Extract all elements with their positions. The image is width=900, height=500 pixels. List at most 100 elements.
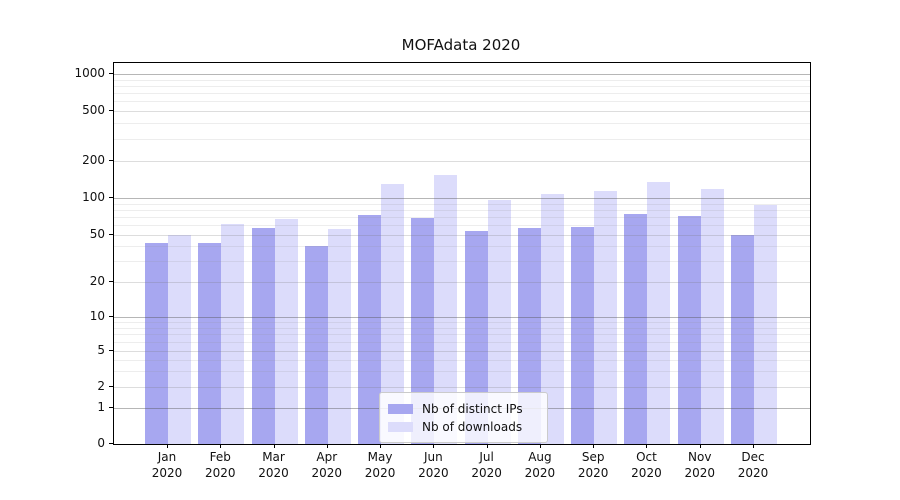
- bar-nb-of-downloads-jul: [487, 200, 511, 444]
- bar-nb-of-distinct-ips-jan: [145, 242, 168, 444]
- x-tick-label-feb: Feb 2020: [193, 449, 247, 481]
- legend-row: Nb of distinct IPs: [388, 400, 539, 417]
- gridline-1000: [114, 74, 810, 75]
- x-tick-year: 2020: [684, 466, 715, 480]
- x-tick-month: Sep: [581, 450, 605, 464]
- x-tick-year: 2020: [631, 466, 662, 480]
- gridline-minor: [114, 217, 810, 219]
- bar-nb-of-distinct-ips-dec: [731, 235, 754, 444]
- gridline-minor: [114, 261, 810, 263]
- x-tick-label-apr: Apr 2020: [300, 449, 354, 481]
- x-tick-label-nov: Nov 2020: [673, 449, 727, 481]
- x-tick-mark: [220, 444, 222, 448]
- bar-nb-of-distinct-ips-oct: [624, 214, 648, 444]
- gridline-200: [114, 161, 810, 162]
- y-tick-mark: [109, 316, 113, 317]
- y-tick-mark: [109, 386, 113, 387]
- x-tick-year: 2020: [258, 466, 289, 480]
- y-tick-label-1000: 1000: [74, 66, 105, 80]
- y-tick-label-2: 2: [97, 379, 105, 393]
- y-tick-label-50: 50: [89, 227, 105, 241]
- legend: Nb of distinct IPs Nb of downloads: [379, 392, 548, 443]
- x-tick-mark: [380, 444, 382, 448]
- x-tick-month: Aug: [528, 450, 552, 464]
- bar-nb-of-downloads-may: [381, 184, 405, 444]
- x-tick-month: Apr: [316, 450, 338, 464]
- x-tick-year: 2020: [311, 466, 343, 480]
- x-tick-mark: [486, 444, 488, 448]
- legend-label: Nb of distinct IPs: [422, 401, 523, 416]
- x-tick-label-may: May 2020: [353, 449, 407, 481]
- plot-area: [113, 62, 811, 445]
- gridline-minor: [114, 327, 810, 329]
- gridline-minor: [114, 101, 810, 103]
- x-tick-label-sep: Sep 2020: [566, 449, 620, 481]
- gridline-20: [114, 282, 810, 283]
- x-tick-year: 2020: [151, 466, 183, 480]
- bar-nb-of-distinct-ips-mar: [251, 228, 275, 444]
- gridline-2: [114, 387, 810, 388]
- x-tick-mark: [593, 444, 595, 448]
- x-tick-mark: [433, 444, 435, 448]
- chart-title: MOFAdata 2020: [401, 36, 521, 54]
- bar-nb-of-downloads-sep: [594, 190, 618, 444]
- gridline-50: [114, 235, 810, 236]
- y-tick-mark: [109, 160, 113, 161]
- gridline-100: [114, 198, 810, 199]
- bar-nb-of-distinct-ips-apr: [304, 246, 328, 444]
- gridline-10: [114, 317, 810, 318]
- legend-swatch: [388, 403, 413, 414]
- y-tick-label-500: 500: [82, 103, 105, 117]
- gridline-minor: [114, 93, 810, 95]
- gridline-minor: [114, 209, 810, 211]
- y-tick-label-10: 10: [89, 309, 105, 323]
- y-tick-mark: [109, 73, 113, 74]
- y-tick-label-1: 1: [97, 400, 105, 414]
- x-tick-year: 2020: [524, 466, 556, 480]
- bar-nb-of-distinct-ips-nov: [677, 216, 701, 444]
- x-tick-mark: [326, 444, 328, 448]
- gridline-minor: [114, 246, 810, 248]
- y-tick-label-20: 20: [89, 274, 105, 288]
- x-tick-month: Oct: [636, 450, 657, 464]
- bar-nb-of-downloads-aug: [540, 194, 564, 444]
- y-tick-mark: [109, 350, 113, 351]
- x-tick-year: 2020: [364, 466, 396, 480]
- legend-swatch: [388, 421, 413, 432]
- x-tick-mark: [753, 444, 754, 448]
- y-tick-mark: [109, 197, 113, 198]
- gridline-minor: [114, 322, 810, 324]
- bar-nb-of-distinct-ips-feb: [198, 242, 222, 444]
- gridline-500: [114, 111, 810, 112]
- x-tick-month: May: [367, 450, 393, 464]
- y-tick-mark: [109, 234, 113, 235]
- x-tick-month: Jan: [157, 450, 177, 464]
- bar-nb-of-downloads-jan: [168, 235, 191, 444]
- y-tick-mark: [109, 443, 113, 444]
- x-tick-year: 2020: [577, 466, 609, 480]
- bar-nb-of-distinct-ips-sep: [571, 227, 595, 444]
- x-tick-label-oct: Oct 2020: [619, 449, 673, 481]
- gridline-minor: [114, 225, 810, 227]
- x-tick-label-jan: Jan 2020: [140, 449, 194, 481]
- y-tick-mark: [109, 281, 113, 282]
- x-tick-mark: [699, 444, 701, 448]
- x-tick-label-mar: Mar 2020: [247, 449, 301, 481]
- gridline-minor: [114, 79, 810, 81]
- gridline-minor: [114, 203, 810, 205]
- gridline-minor: [114, 371, 810, 373]
- bar-nb-of-downloads-mar: [274, 218, 298, 444]
- gridline-minor: [114, 359, 810, 361]
- gridline-minor: [114, 85, 810, 87]
- x-tick-month: Jun: [423, 450, 443, 464]
- y-tick-label-5: 5: [97, 343, 105, 357]
- bar-nb-of-distinct-ips-jul: [464, 230, 488, 444]
- bar-nb-of-downloads-nov: [700, 189, 724, 444]
- bar-nb-of-distinct-ips-aug: [517, 228, 541, 444]
- gridline-minor: [114, 123, 810, 125]
- y-tick-label-200: 200: [82, 153, 105, 167]
- bar-nb-of-downloads-jun: [434, 174, 458, 444]
- bar-nb-of-distinct-ips-jun: [411, 217, 435, 444]
- y-tick-label-100: 100: [82, 190, 105, 204]
